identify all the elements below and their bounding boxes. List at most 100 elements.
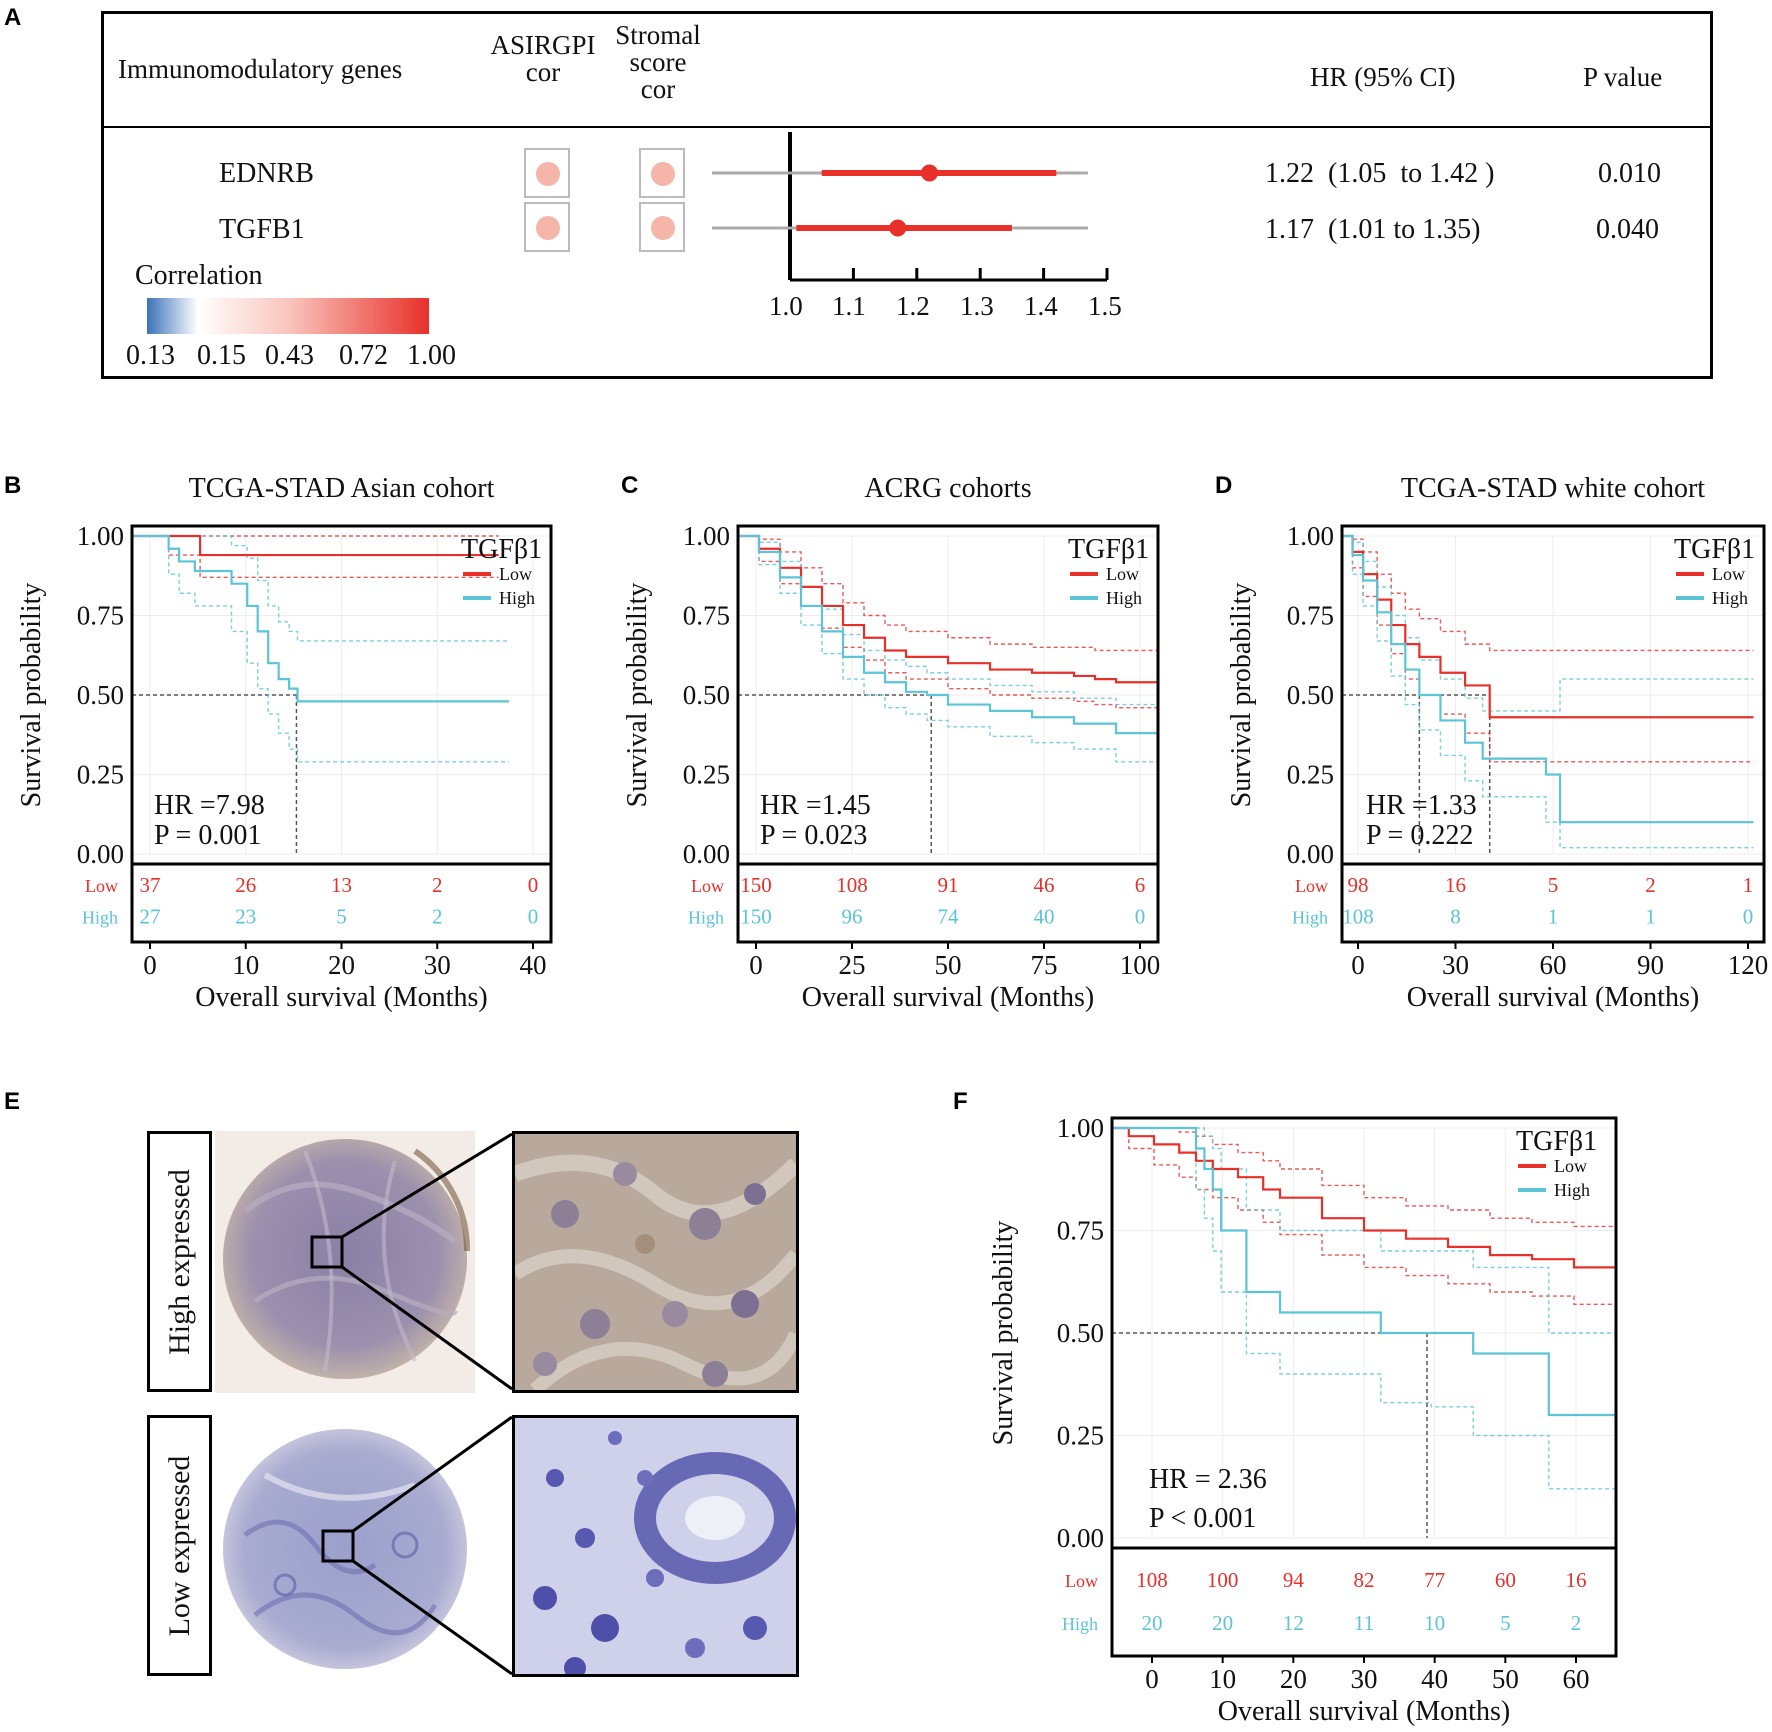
km-plot-white: TCGA-STAD white cohort 0.00 0.25 0.50 0.75 1.… (1226, 473, 1768, 1013)
km-hr-text: HR = 2.36 (1149, 1464, 1267, 1495)
km-risk-count: 100 (1207, 1568, 1239, 1592)
km-risk-count: 11 (1354, 1611, 1374, 1635)
asir-cor-dot-tgfb1 (536, 216, 560, 240)
header-stromal-line3: cor (640, 74, 676, 104)
km-risk-count: 0 (528, 904, 539, 928)
km-x-label: Overall survival (Months) (1407, 982, 1699, 1013)
km-x-label: Overall survival (Months) (195, 982, 487, 1013)
hr-ci-tgfb1: 1.17 (1.01 to 1.35) (1265, 214, 1481, 245)
km-x-tick: 30 (1351, 1664, 1378, 1694)
km-risk-count: 1 (1645, 904, 1656, 928)
km-legend-label: High (1106, 588, 1142, 608)
km-y-tick: 0.25 (683, 760, 730, 790)
km-legend-label: High (1554, 1180, 1590, 1200)
legend-tick: 0.15 (197, 340, 246, 371)
km-hr-text: HR =7.98 (154, 790, 265, 821)
km-y-tick: 1.00 (1287, 521, 1334, 551)
km-risk-count: 96 (842, 904, 863, 928)
km-y-tick: 0.50 (683, 680, 730, 710)
km-x-tick: 20 (1280, 1664, 1307, 1694)
km-x-tick: 30 (424, 950, 451, 980)
header-asir-line1: ASIRGPI (490, 30, 596, 60)
hr-ci-ednrb: 1.22 (1.05 to 1.42 ) (1265, 158, 1495, 189)
km-risk-count: 27 (140, 904, 161, 928)
km-risk-label: High (1292, 907, 1328, 927)
km-x-tick: 50 (935, 950, 962, 980)
km-risk-count: 5 (1548, 873, 1559, 897)
km-y-tick: 1.00 (77, 521, 124, 551)
asir-cor-dot-ednrb (536, 162, 560, 186)
km-risk-count: 5 (336, 904, 347, 928)
km-risk-label: Low (691, 876, 724, 896)
km-y-tick: 0.75 (1287, 601, 1334, 631)
forest-tick: 1.3 (960, 291, 994, 321)
km-y-tick: 0.25 (1287, 760, 1334, 790)
km-ci-lower-high (1112, 1127, 1616, 1490)
km-y-tick: 0.00 (77, 839, 124, 869)
zoom-low-texture (515, 1418, 796, 1674)
km-x-tick: 0 (143, 950, 157, 980)
legend-title: Correlation (135, 260, 263, 291)
km-risk-count: 0 (1135, 904, 1146, 928)
km-risk-count: 23 (235, 904, 256, 928)
km-y-label: Survival probability (622, 583, 653, 808)
km-risk-count: 2 (432, 904, 443, 928)
km-risk-count: 16 (1445, 873, 1466, 897)
km-x-tick: 40 (1421, 1664, 1448, 1694)
forest-tick: 1.0 (769, 291, 803, 321)
km-risk-count: 20 (1212, 1611, 1233, 1635)
km-y-tick: 0.75 (1057, 1216, 1104, 1246)
km-ci-lower-high (132, 535, 510, 763)
km-y-tick: 0.50 (1057, 1318, 1104, 1348)
km-x-tick: 25 (839, 950, 866, 980)
km-x-tick: 50 (1492, 1664, 1519, 1694)
km-risk-count: 0 (528, 873, 539, 897)
pvalue-tgfb1: 0.040 (1596, 214, 1659, 245)
km-x-tick: 30 (1442, 950, 1469, 980)
km-y-tick: 0.50 (77, 680, 124, 710)
km-x-tick: 20 (328, 950, 355, 980)
panel-label-e: E (4, 1088, 21, 1115)
km-legend-title: TGFβ1 (1674, 534, 1755, 565)
gene-tgfb1: TGFB1 (219, 214, 305, 245)
asir-cor-cell-tgfb1 (524, 202, 570, 252)
km-plot-asian: TCGA-STAD Asian cohort 0.00 0.25 0.50 0.75 1.… (16, 473, 553, 1013)
km-title: ACRG cohorts (864, 473, 1031, 504)
km-risk-count: 5 (1500, 1611, 1511, 1635)
km-risk-count: 1 (1548, 904, 1559, 928)
km-risk-count: 91 (938, 873, 959, 897)
correlation-colorbar (147, 298, 429, 334)
legend-tick: 0.72 (339, 340, 388, 371)
km-y-tick: 0.50 (1287, 680, 1334, 710)
forest-hr-point (889, 219, 907, 237)
forest-tick: 1.1 (832, 291, 866, 321)
km-title: TCGA-STAD Asian cohort (189, 473, 495, 504)
km-curve-low (1112, 1126, 1616, 1269)
km-y-tick: 0.25 (77, 760, 124, 790)
low-expressed-label: Low expressed (147, 1415, 212, 1676)
km-y-tick: 1.00 (683, 521, 730, 551)
km-legend-label: Low (1712, 564, 1745, 584)
km-title: TCGA-STAD white cohort (1401, 473, 1705, 504)
legend-tick: 0.13 (126, 340, 175, 371)
km-x-tick: 90 (1637, 950, 1664, 980)
km-y-tick: 0.75 (77, 601, 124, 631)
km-x-tick: 10 (232, 950, 259, 980)
stromal-cor-cell-tgfb1 (639, 202, 685, 252)
km-curve-high (1342, 534, 1754, 824)
km-risk-count: 37 (140, 873, 161, 897)
km-y-tick: 0.00 (1057, 1523, 1104, 1553)
km-y-label: Survival probability (1226, 583, 1257, 808)
km-x-label: Overall survival (Months) (1218, 1696, 1510, 1727)
header-genes: Immunomodulatory genes (118, 54, 403, 84)
tissue-core-high (215, 1131, 475, 1393)
km-legend-label: High (1712, 588, 1748, 608)
km-legend-title: TGFβ1 (1068, 534, 1149, 565)
km-p-text: P = 0.001 (154, 820, 261, 851)
km-risk-count: 20 (1142, 1611, 1163, 1635)
km-risk-count: 13 (331, 873, 352, 897)
legend-tick: 0.43 (265, 340, 314, 371)
panel-label-a: A (4, 4, 22, 31)
